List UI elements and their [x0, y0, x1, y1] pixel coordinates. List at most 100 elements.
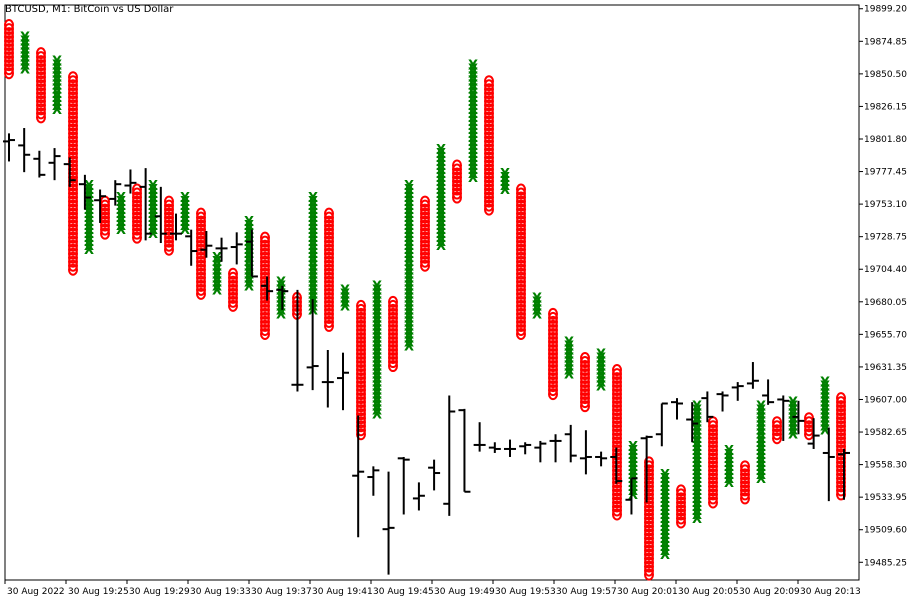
x-mark: X: [788, 404, 798, 419]
o-mark: [452, 175, 462, 188]
x-mark: X: [404, 323, 414, 338]
x-mark: X: [660, 508, 670, 523]
x-mark: X: [468, 111, 478, 126]
price-bar: [200, 230, 213, 258]
o-mark: [260, 239, 270, 252]
o-mark: [836, 396, 846, 409]
o-mark: [612, 412, 622, 425]
x-mark: X: [468, 87, 478, 102]
x-mark: X: [724, 448, 734, 463]
o-mark: [100, 227, 110, 240]
x-mark: X: [244, 259, 254, 274]
o-mark: [324, 251, 334, 264]
o-mark: [324, 223, 334, 236]
x-mark: X: [372, 287, 382, 302]
x-mark: X: [596, 360, 606, 375]
o-mark: [228, 271, 238, 284]
o-mark: [484, 87, 494, 100]
o-mark: [644, 544, 654, 557]
x-mark: X: [724, 472, 734, 487]
o-mark: [68, 187, 78, 200]
o-mark: [516, 243, 526, 256]
o-mark: [676, 496, 686, 509]
x-mark: X: [628, 440, 638, 455]
o-mark: [324, 215, 334, 228]
o-mark: [580, 388, 590, 401]
x-mark: X: [20, 55, 30, 70]
x-mark: X: [820, 392, 830, 407]
o-mark: [484, 163, 494, 176]
x-mark: X: [212, 275, 222, 290]
price-bar: [78, 174, 91, 210]
o-mark: [68, 71, 78, 84]
o-mark: [420, 231, 430, 244]
o-mark: [484, 155, 494, 168]
o-mark: [548, 376, 558, 389]
x-mark: X: [756, 436, 766, 451]
price-bar: [261, 276, 274, 301]
o-mark: [580, 384, 590, 397]
price-bar: [610, 447, 623, 484]
x-mark: X: [276, 307, 286, 322]
o-mark: [516, 227, 526, 240]
price-bar: [807, 418, 820, 449]
x-mark: X: [404, 275, 414, 290]
x-mark: X: [756, 416, 766, 431]
x-mark: X: [532, 295, 542, 310]
o-mark: [388, 352, 398, 365]
x-mark: X: [84, 231, 94, 246]
o-mark: [324, 227, 334, 240]
o-mark: [484, 179, 494, 192]
o-mark: [484, 83, 494, 96]
o-mark: [580, 400, 590, 413]
x-mark: X: [564, 335, 574, 350]
x-mark: X: [820, 384, 830, 399]
o-mark: [548, 319, 558, 332]
o-mark: [836, 416, 846, 429]
x-mark: X: [820, 380, 830, 395]
o-mark: [484, 115, 494, 128]
x-mark: X: [404, 335, 414, 350]
o-mark: [68, 87, 78, 100]
o-mark: [644, 476, 654, 489]
o-mark: [708, 476, 718, 489]
o-mark: [676, 504, 686, 517]
x-mark: X: [148, 183, 158, 198]
o-mark: [644, 492, 654, 505]
x-mark: X: [404, 231, 414, 246]
o-mark: [548, 368, 558, 381]
price-bar: [185, 229, 198, 266]
x-mark: X: [244, 239, 254, 254]
x-mark: X: [180, 219, 190, 234]
o-column: [356, 299, 366, 441]
o-mark: [324, 295, 334, 308]
o-mark: [708, 492, 718, 505]
price-bar: [397, 456, 410, 515]
o-mark: [260, 307, 270, 320]
o-mark: [68, 139, 78, 152]
x-mark: X: [372, 352, 382, 367]
point-and-figure-columns: XXXXXXXXXXXXXXXXXXXXXXXXXXXXXXXXXXXXXXXX…: [4, 19, 846, 581]
x-mark: X: [436, 223, 446, 238]
o-column: [324, 207, 334, 332]
o-mark: [836, 392, 846, 405]
o-mark: [196, 255, 206, 268]
x-mark: X: [180, 199, 190, 214]
x-mark: X: [244, 227, 254, 242]
x-mark: X: [788, 416, 798, 431]
o-mark: [132, 223, 142, 236]
x-mark: X: [532, 303, 542, 318]
x-mark: X: [628, 452, 638, 467]
o-mark: [452, 167, 462, 180]
o-mark: [708, 472, 718, 485]
x-mark: X: [244, 247, 254, 262]
o-column: [68, 71, 78, 276]
x-mark: X: [436, 207, 446, 222]
x-mark: X: [372, 331, 382, 346]
x-mark: X: [372, 408, 382, 423]
x-mark: X: [436, 175, 446, 190]
o-mark: [548, 384, 558, 397]
x-mark: X: [564, 356, 574, 371]
